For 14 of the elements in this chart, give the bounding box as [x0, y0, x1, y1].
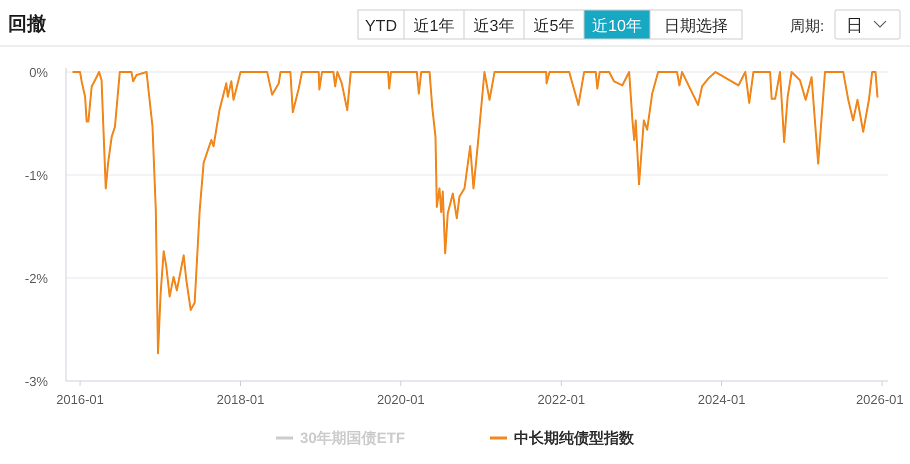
line-series [72, 71, 878, 354]
period-buttons: YTD 近1年 近3年 近5年 近10年 日期选择 周期: 日 [358, 10, 900, 40]
y-tick-label: 0% [29, 65, 48, 80]
y-tick-label: -3% [24, 374, 48, 389]
legend-label: 中长期纯债型指数 [514, 430, 635, 447]
x-tick-label: 2022-01 [537, 392, 586, 407]
y-tick-label: -2% [24, 271, 48, 286]
x-tick-label: 2020-01 [376, 392, 425, 407]
x-tick-label: 2016-01 [56, 392, 104, 407]
x-tick-label: 2018-01 [216, 392, 264, 407]
y-tick-label: -1% [24, 168, 48, 183]
x-tick-label: 2024-01 [698, 392, 746, 407]
x-tick-label: 2026-01 [856, 392, 904, 407]
chart-title: 回撤 [8, 13, 46, 35]
